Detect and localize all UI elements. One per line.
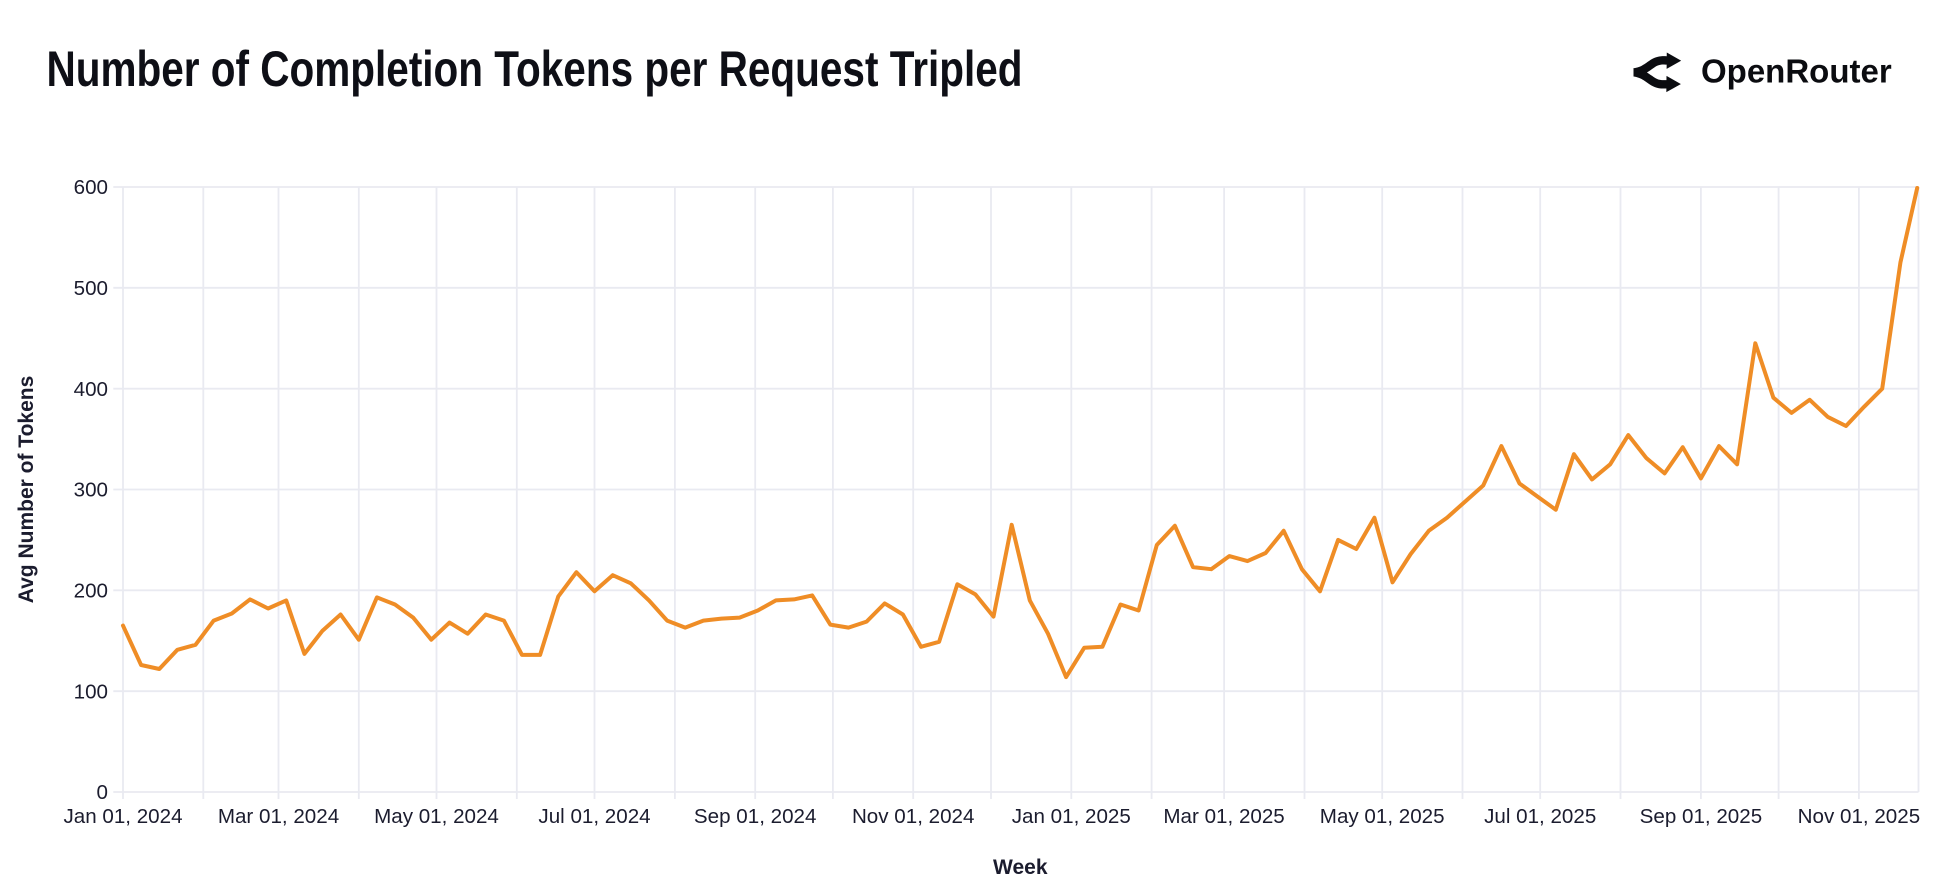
svg-text:Mar 01, 2025: Mar 01, 2025 bbox=[1163, 805, 1284, 828]
svg-text:100: 100 bbox=[74, 680, 108, 703]
svg-text:200: 200 bbox=[74, 580, 108, 603]
svg-text:Jan 01, 2024: Jan 01, 2024 bbox=[63, 805, 182, 828]
svg-text:300: 300 bbox=[74, 479, 108, 502]
svg-text:OpenRouter: OpenRouter bbox=[1701, 53, 1892, 90]
svg-text:Jul 01, 2025: Jul 01, 2025 bbox=[1484, 805, 1596, 828]
svg-text:Sep 01, 2024: Sep 01, 2024 bbox=[694, 805, 817, 828]
svg-text:600: 600 bbox=[74, 176, 108, 199]
svg-text:Sep 01, 2025: Sep 01, 2025 bbox=[1640, 805, 1763, 828]
svg-text:Jan 01, 2025: Jan 01, 2025 bbox=[1012, 805, 1131, 828]
svg-text:Week: Week bbox=[993, 856, 1048, 879]
svg-text:Number of Completion Tokens pe: Number of Completion Tokens per Request … bbox=[47, 41, 1023, 97]
svg-text:400: 400 bbox=[74, 378, 108, 401]
svg-text:Nov 01, 2025: Nov 01, 2025 bbox=[1798, 805, 1921, 828]
svg-text:Jul 01, 2024: Jul 01, 2024 bbox=[538, 805, 650, 828]
svg-text:May 01, 2025: May 01, 2025 bbox=[1320, 805, 1445, 828]
svg-text:May 01, 2024: May 01, 2024 bbox=[374, 805, 499, 828]
svg-text:0: 0 bbox=[97, 781, 108, 804]
svg-text:500: 500 bbox=[74, 277, 108, 300]
svg-text:Avg Number of Tokens: Avg Number of Tokens bbox=[15, 376, 38, 604]
svg-text:Mar 01, 2024: Mar 01, 2024 bbox=[218, 805, 339, 828]
svg-text:Nov 01, 2024: Nov 01, 2024 bbox=[852, 805, 975, 828]
